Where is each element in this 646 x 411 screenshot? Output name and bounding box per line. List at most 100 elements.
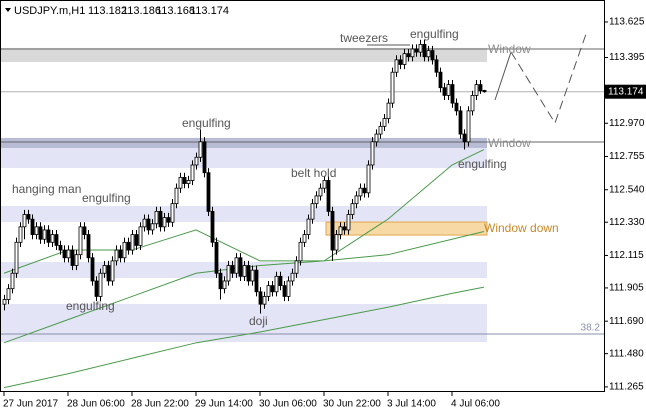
candle-body bbox=[442, 87, 447, 96]
annotation: engulfing bbox=[458, 157, 507, 171]
annotation: hanging man bbox=[12, 182, 81, 196]
candle-body bbox=[138, 226, 143, 246]
header-open: 113.182 bbox=[88, 5, 127, 17]
candle-body bbox=[326, 180, 331, 212]
candle-body bbox=[242, 265, 247, 277]
moving-average bbox=[3, 231, 485, 344]
candle-body bbox=[374, 133, 379, 143]
moving-average bbox=[3, 286, 485, 389]
candle-body bbox=[478, 84, 483, 92]
y-tick-label: 113.625 bbox=[609, 17, 645, 28]
candle-body bbox=[418, 43, 423, 53]
candle-body bbox=[66, 249, 71, 259]
current-price-box bbox=[605, 84, 646, 99]
candle-body bbox=[406, 53, 411, 58]
candle-body bbox=[154, 210, 159, 225]
candle-body bbox=[398, 59, 403, 65]
zone bbox=[0, 205, 487, 223]
candle-body bbox=[290, 272, 295, 282]
candle-body bbox=[74, 254, 79, 266]
zone bbox=[0, 47, 487, 63]
candle-body bbox=[466, 110, 471, 143]
x-tick-label: 28 Jun 22:00 bbox=[131, 399, 189, 410]
candle-body bbox=[378, 125, 383, 135]
candle-body bbox=[402, 53, 407, 65]
zone bbox=[0, 304, 487, 343]
candle-body bbox=[310, 203, 315, 220]
candle-body bbox=[454, 102, 459, 112]
x-tick-label: 29 Jun 14:00 bbox=[195, 399, 253, 410]
candle-body bbox=[254, 269, 259, 293]
candle-body bbox=[282, 285, 287, 297]
candle-body bbox=[166, 217, 171, 223]
candle-body bbox=[278, 275, 283, 287]
candle-body bbox=[346, 214, 351, 231]
candle-body bbox=[82, 226, 87, 235]
candle-body bbox=[202, 141, 207, 174]
plot-layer: 38.2 bbox=[0, 39, 604, 389]
candle-body bbox=[338, 226, 343, 235]
header-close: 113.174 bbox=[190, 5, 229, 17]
candle-body bbox=[258, 291, 263, 305]
candle-body bbox=[174, 187, 179, 205]
y-tick-label: 111.905 bbox=[609, 283, 644, 294]
candle-body bbox=[90, 257, 95, 282]
candle-body bbox=[42, 229, 47, 240]
y-tick-label: 112.330 bbox=[609, 217, 645, 228]
candle-body bbox=[170, 203, 175, 223]
candle-body bbox=[122, 241, 127, 259]
candle-body bbox=[314, 195, 319, 205]
candle-body bbox=[246, 265, 251, 282]
candle-body bbox=[70, 249, 75, 266]
candle-body bbox=[334, 234, 339, 251]
candle-body bbox=[438, 71, 443, 89]
candle-body bbox=[190, 164, 195, 181]
candle-body bbox=[54, 234, 59, 246]
candle-body bbox=[226, 265, 231, 282]
candle-body bbox=[58, 245, 63, 251]
x-tick-label: 3 Jul 14:00 bbox=[387, 399, 436, 410]
x-tick-label: 4 Jul 06:00 bbox=[451, 399, 500, 410]
candle-body bbox=[94, 280, 99, 297]
candle-body bbox=[210, 210, 215, 243]
annotation: engulfing bbox=[410, 27, 459, 41]
candle-body bbox=[46, 229, 51, 243]
y-tick-label: 112.970 bbox=[609, 118, 645, 129]
candle-body bbox=[370, 141, 375, 166]
candle-body bbox=[474, 84, 479, 96]
candle-body bbox=[30, 218, 35, 235]
candle-body bbox=[2, 299, 7, 305]
candle-body bbox=[206, 172, 211, 212]
y-tick-label: 112.755 bbox=[609, 151, 645, 162]
candle-body bbox=[358, 187, 363, 197]
x-tick-label: 30 Jun 22:00 bbox=[323, 399, 381, 410]
candle-body bbox=[10, 272, 15, 290]
candle-body bbox=[162, 217, 167, 228]
candle-body bbox=[362, 187, 367, 194]
candle-body bbox=[286, 280, 291, 297]
candle-body bbox=[130, 234, 135, 251]
candle-body bbox=[462, 133, 467, 143]
candle-body bbox=[330, 210, 335, 251]
projection-line bbox=[510, 33, 587, 125]
candle-body bbox=[186, 180, 191, 184]
candle-body bbox=[178, 176, 183, 189]
candle-body bbox=[142, 218, 147, 228]
annotation: Window bbox=[488, 136, 531, 150]
candle-body bbox=[458, 110, 463, 135]
x-tick-label: 27 Jun 2017 bbox=[3, 399, 58, 410]
annotation: Window bbox=[488, 42, 531, 56]
plot-frame bbox=[0, 0, 605, 392]
candle-body bbox=[390, 71, 395, 104]
candle-body bbox=[230, 265, 235, 274]
zone bbox=[325, 221, 488, 236]
header-high: 113.186 bbox=[122, 5, 161, 17]
candle-body bbox=[126, 241, 131, 251]
y-tick-label: 112.540 bbox=[609, 184, 645, 195]
candle-body bbox=[382, 118, 387, 127]
annotation: engulfing bbox=[66, 299, 115, 313]
candle-body bbox=[354, 195, 359, 205]
candle-body bbox=[482, 90, 487, 93]
